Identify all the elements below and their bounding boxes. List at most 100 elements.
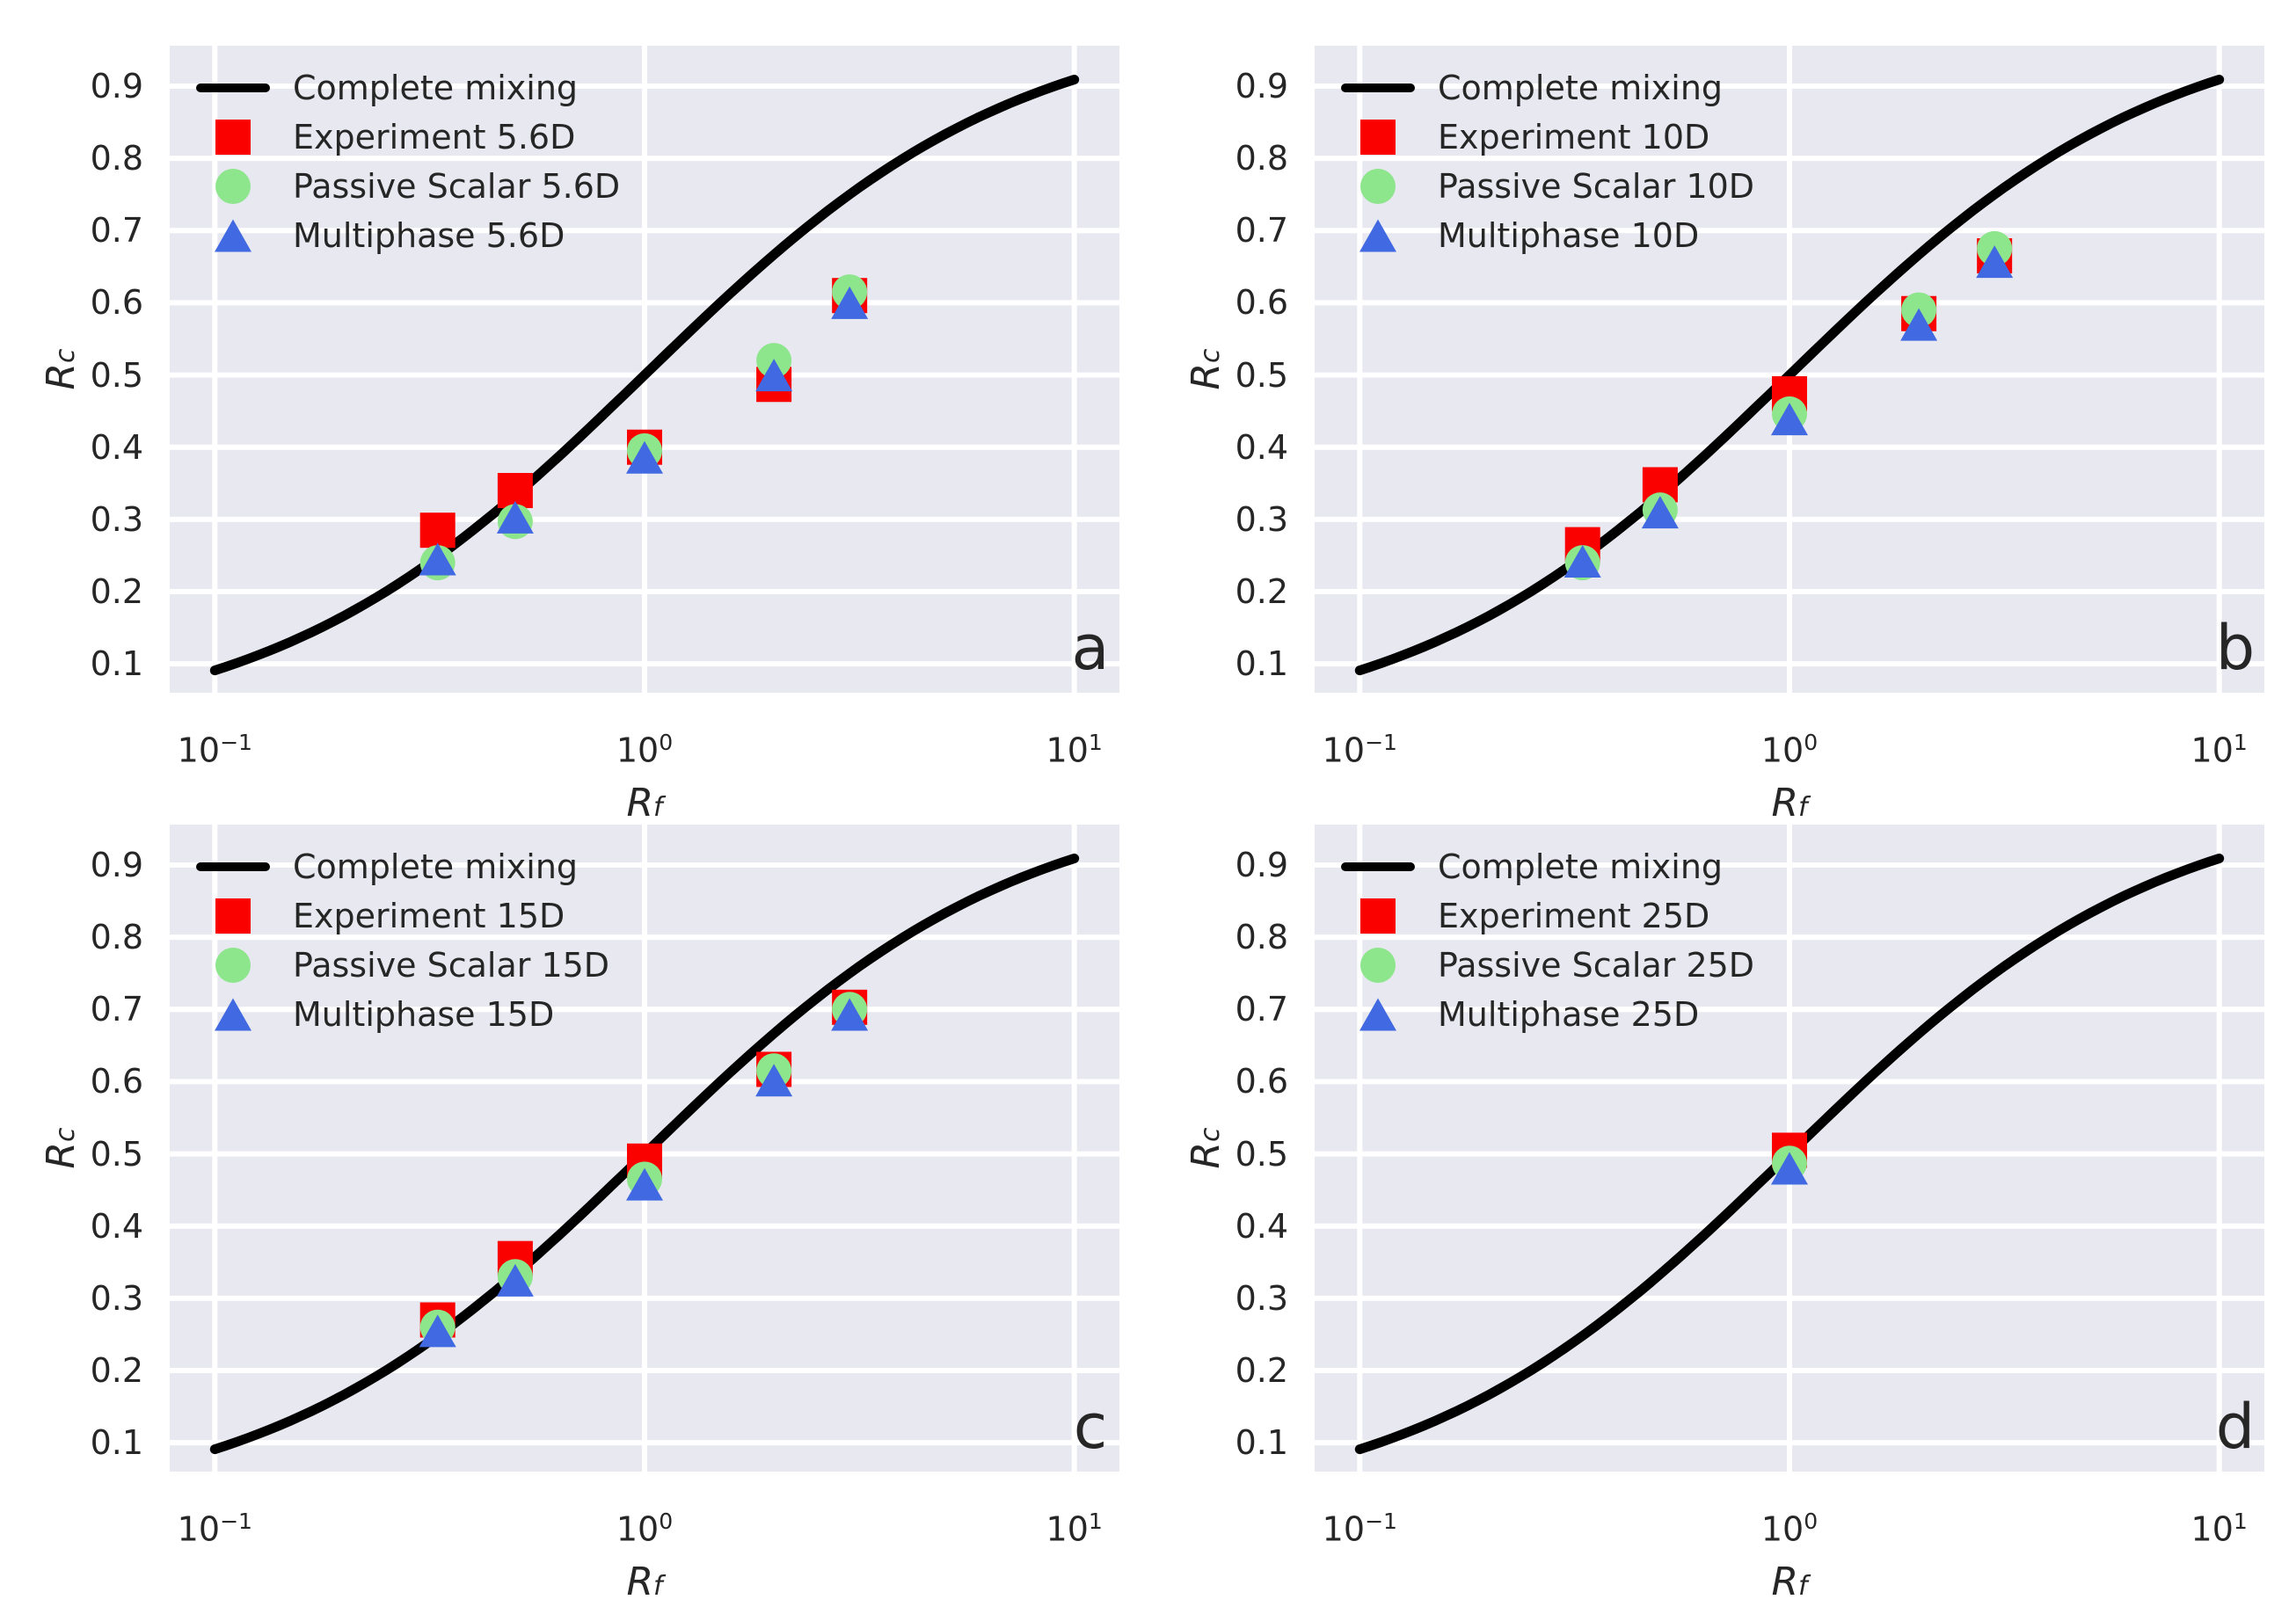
y-tick-label: 0.8 <box>1235 918 1288 957</box>
legend-circle-marker <box>187 946 279 985</box>
legend-triangle-marker <box>1332 995 1424 1034</box>
legend-marker-svg <box>1360 120 1396 155</box>
multiphase-triangle-marker <box>1771 1152 1808 1185</box>
x-tick-exponent: −1 <box>220 1509 252 1534</box>
x-tick-base: 10 <box>177 731 220 770</box>
experiment-square-marker <box>215 120 251 155</box>
legend-label: Multiphase 10D <box>1438 216 1700 255</box>
x-tick-label: 10−1 <box>144 722 285 772</box>
experiment-square-marker <box>215 898 251 934</box>
multiphase-triangle-marker <box>626 1167 663 1201</box>
x-tick-exponent: 0 <box>659 1509 674 1534</box>
x-tick-label: 101 <box>1004 1501 1145 1551</box>
x-tick-exponent: 0 <box>1804 730 1819 755</box>
legend-marker-svg <box>215 169 251 204</box>
multiphase-triangle-marker <box>755 1064 793 1097</box>
x-tick-exponent: 1 <box>1088 1509 1103 1534</box>
legend-entry: Passive Scalar 25D <box>1332 941 1754 990</box>
y-axis-label: Rc <box>39 1100 84 1196</box>
y-tick-label: 0.6 <box>90 1062 143 1101</box>
x-tick-exponent: 0 <box>659 730 674 755</box>
passive-scalar-circle-marker <box>1360 169 1396 204</box>
legend-square-marker <box>187 118 279 156</box>
multiphase-triangle-marker <box>1900 308 1938 341</box>
legend-line-marker <box>1332 84 1424 92</box>
y-axis-label: Rc <box>1184 321 1228 418</box>
multiphase-triangle-marker <box>419 542 456 576</box>
multiphase-triangle-marker <box>1563 545 1601 578</box>
x-axis-label: Rf <box>557 781 733 825</box>
y-tick-label: 0.3 <box>1235 499 1288 539</box>
y-tick-label: 0.1 <box>90 1423 143 1463</box>
legend-entry: Multiphase 15D <box>187 990 554 1039</box>
y-tick-label: 0.9 <box>1235 846 1288 884</box>
passive-scalar-circle-marker <box>215 169 251 204</box>
y-axis-label-base: R <box>39 1141 84 1169</box>
panel-letter-d: d <box>2215 1391 2256 1463</box>
y-tick-label: 0.4 <box>1235 427 1288 467</box>
x-tick-exponent: −1 <box>220 730 252 755</box>
multiphase-triangle-marker <box>626 440 663 474</box>
legend-label: Multiphase 25D <box>1438 995 1700 1034</box>
panel-letter-b: b <box>2215 612 2256 684</box>
x-tick-base: 10 <box>1322 1509 1365 1549</box>
legend-entry: Passive Scalar 5.6D <box>187 162 620 211</box>
legend-label: Complete mixing <box>293 69 579 107</box>
legend-label: Multiphase 5.6D <box>293 216 565 255</box>
legend-triangle-marker <box>187 995 279 1034</box>
y-tick-label: 0.3 <box>90 1278 143 1318</box>
legend-entry: Multiphase 5.6D <box>187 211 565 260</box>
legend-triangle-marker <box>187 216 279 255</box>
x-tick-base: 10 <box>2190 731 2234 770</box>
plot-area <box>1315 825 2264 1472</box>
x-tick-base: 10 <box>1760 1509 1804 1549</box>
x-tick-label: 10−1 <box>1289 722 1430 772</box>
legend-label: Complete mixing <box>1438 847 1724 886</box>
legend-marker-svg <box>215 998 251 1031</box>
x-axis-label-base: R <box>1771 1559 1799 1604</box>
legend-marker-svg <box>1359 219 1396 252</box>
x-tick-label: 101 <box>2149 722 2290 772</box>
x-axis-label-sub: f <box>653 792 663 823</box>
legend-entry: Passive Scalar 10D <box>1332 162 1754 211</box>
x-tick-base: 10 <box>1322 731 1365 770</box>
y-tick-label: 0.4 <box>1235 1206 1288 1246</box>
y-axis-label-sub: c <box>1195 1127 1226 1142</box>
y-tick-label: 0.8 <box>90 139 143 178</box>
legend-line-sample <box>1341 84 1415 92</box>
legend-line-sample <box>196 862 270 871</box>
multiphase-triangle-marker <box>215 998 251 1031</box>
y-axis-label-base: R <box>1184 1141 1228 1169</box>
legend-circle-marker <box>1332 167 1424 206</box>
y-tick-label: 0.9 <box>90 67 143 105</box>
y-tick-label: 0.7 <box>1235 211 1288 251</box>
x-tick-label: 100 <box>574 722 715 772</box>
legend-line-sample <box>196 84 270 92</box>
passive-scalar-circle-marker <box>1360 948 1396 983</box>
x-tick-label: 101 <box>2149 1501 2290 1551</box>
y-axis-label-sub: c <box>1195 348 1226 363</box>
x-tick-exponent: −1 <box>1365 1509 1397 1534</box>
legend-line-marker <box>187 862 279 871</box>
plot-area <box>170 825 1119 1472</box>
y-tick-label: 0.9 <box>1235 67 1288 105</box>
x-tick-base: 10 <box>616 731 660 770</box>
experiment-square-marker <box>1360 120 1396 155</box>
y-tick-label: 0.2 <box>1235 1351 1288 1390</box>
y-tick-label: 0.2 <box>1235 572 1288 611</box>
legend-marker-svg <box>1360 948 1396 983</box>
multiphase-triangle-marker <box>215 219 251 252</box>
x-tick-base: 10 <box>177 1509 220 1549</box>
experiment-square-marker <box>1360 898 1396 934</box>
y-tick-label: 0.5 <box>1235 355 1288 395</box>
multiphase-triangle-marker <box>831 286 869 319</box>
y-tick-label: 0.6 <box>1235 283 1288 323</box>
plot-area <box>1315 46 2264 693</box>
y-tick-label: 0.8 <box>1235 139 1288 178</box>
multiphase-triangle-marker <box>419 1314 456 1348</box>
multiphase-triangle-marker <box>831 998 869 1031</box>
legend-label: Passive Scalar 15D <box>293 946 610 985</box>
y-tick-label: 0.1 <box>1235 1423 1288 1463</box>
y-tick-label: 0.4 <box>90 1206 143 1246</box>
